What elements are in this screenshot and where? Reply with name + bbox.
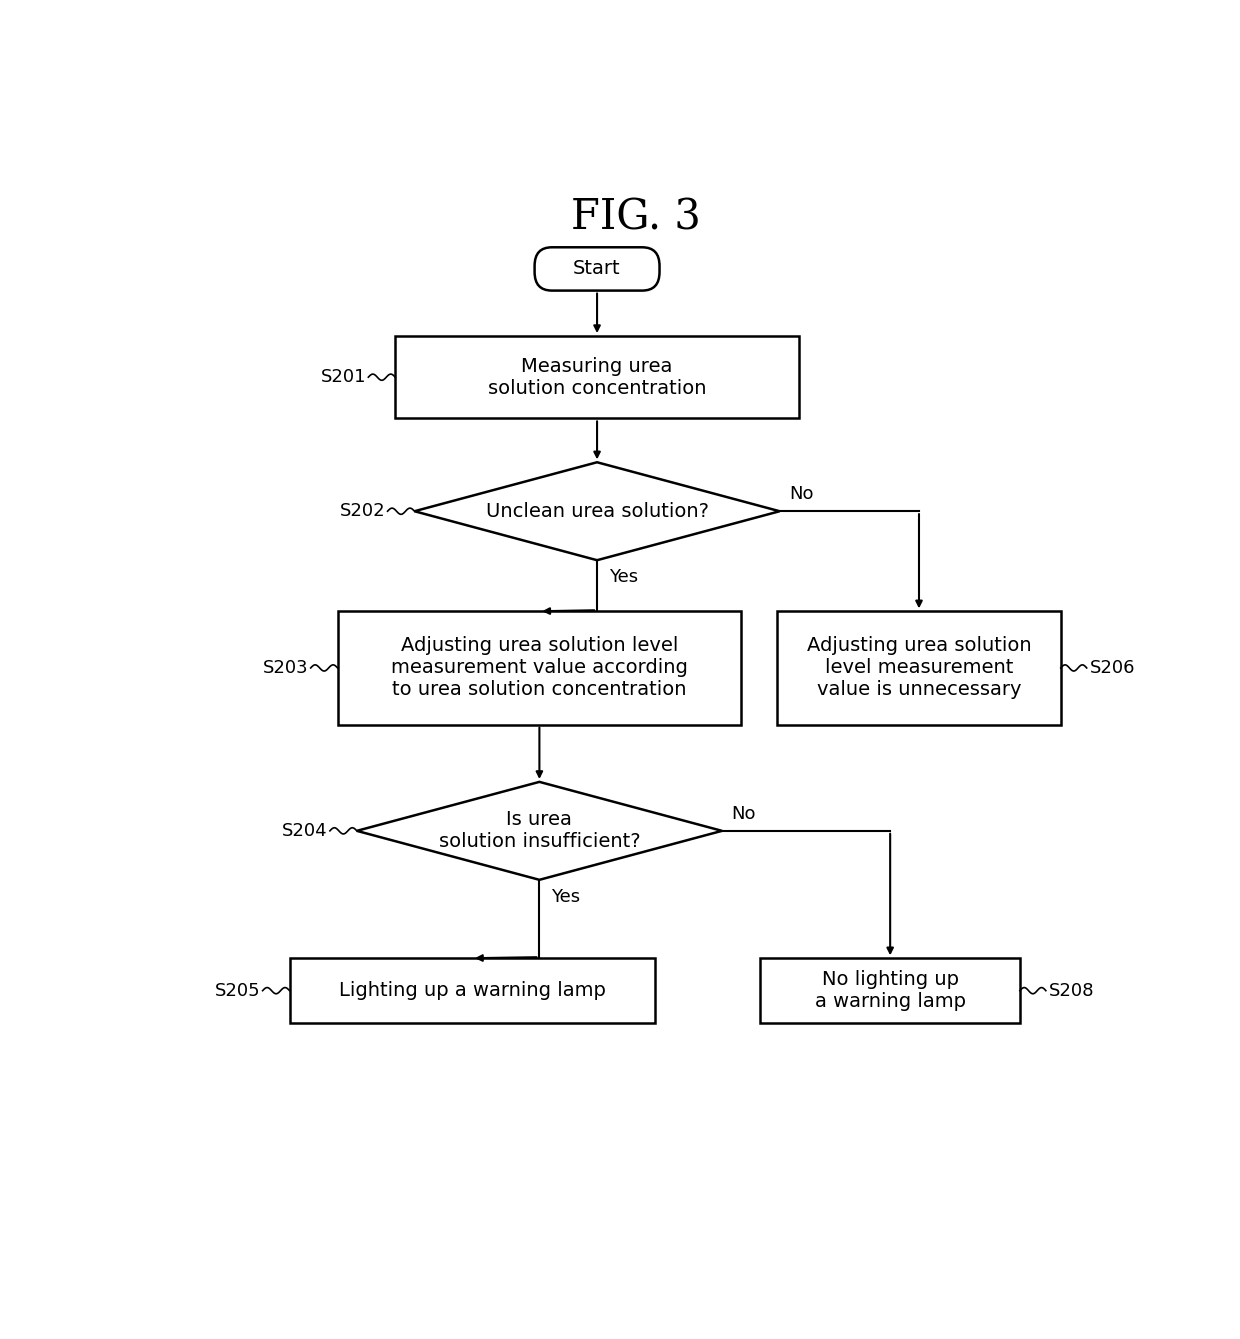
Text: S202: S202 [340, 502, 386, 521]
Text: S201: S201 [321, 368, 367, 386]
Polygon shape [357, 782, 722, 880]
Text: S203: S203 [263, 659, 309, 678]
Text: Yes: Yes [551, 888, 580, 907]
Text: S208: S208 [1049, 981, 1094, 1000]
Text: Start: Start [573, 260, 621, 279]
Text: Lighting up a warning lamp: Lighting up a warning lamp [339, 981, 605, 1000]
Text: Yes: Yes [609, 569, 637, 586]
Polygon shape [414, 462, 780, 560]
Text: Adjusting urea solution
level measurement
value is unnecessary: Adjusting urea solution level measuremen… [807, 636, 1032, 699]
Text: Measuring urea
solution concentration: Measuring urea solution concentration [487, 356, 707, 398]
Text: No lighting up
a warning lamp: No lighting up a warning lamp [815, 971, 966, 1011]
Text: S205: S205 [215, 981, 260, 1000]
Bar [290, 959, 655, 1023]
Text: S206: S206 [1090, 659, 1135, 678]
Text: S204: S204 [283, 822, 327, 840]
Bar [760, 959, 1019, 1023]
Text: Unclean urea solution?: Unclean urea solution? [486, 502, 708, 521]
Text: FIG. 3: FIG. 3 [570, 197, 701, 238]
Bar [337, 611, 742, 724]
Text: No: No [732, 805, 756, 822]
Bar [777, 611, 1060, 724]
Text: No: No [789, 485, 813, 503]
FancyBboxPatch shape [534, 248, 660, 291]
Text: Adjusting urea solution level
measurement value according
to urea solution conce: Adjusting urea solution level measuremen… [391, 636, 688, 699]
Text: Is urea
solution insufficient?: Is urea solution insufficient? [439, 810, 640, 852]
Bar [396, 336, 799, 418]
